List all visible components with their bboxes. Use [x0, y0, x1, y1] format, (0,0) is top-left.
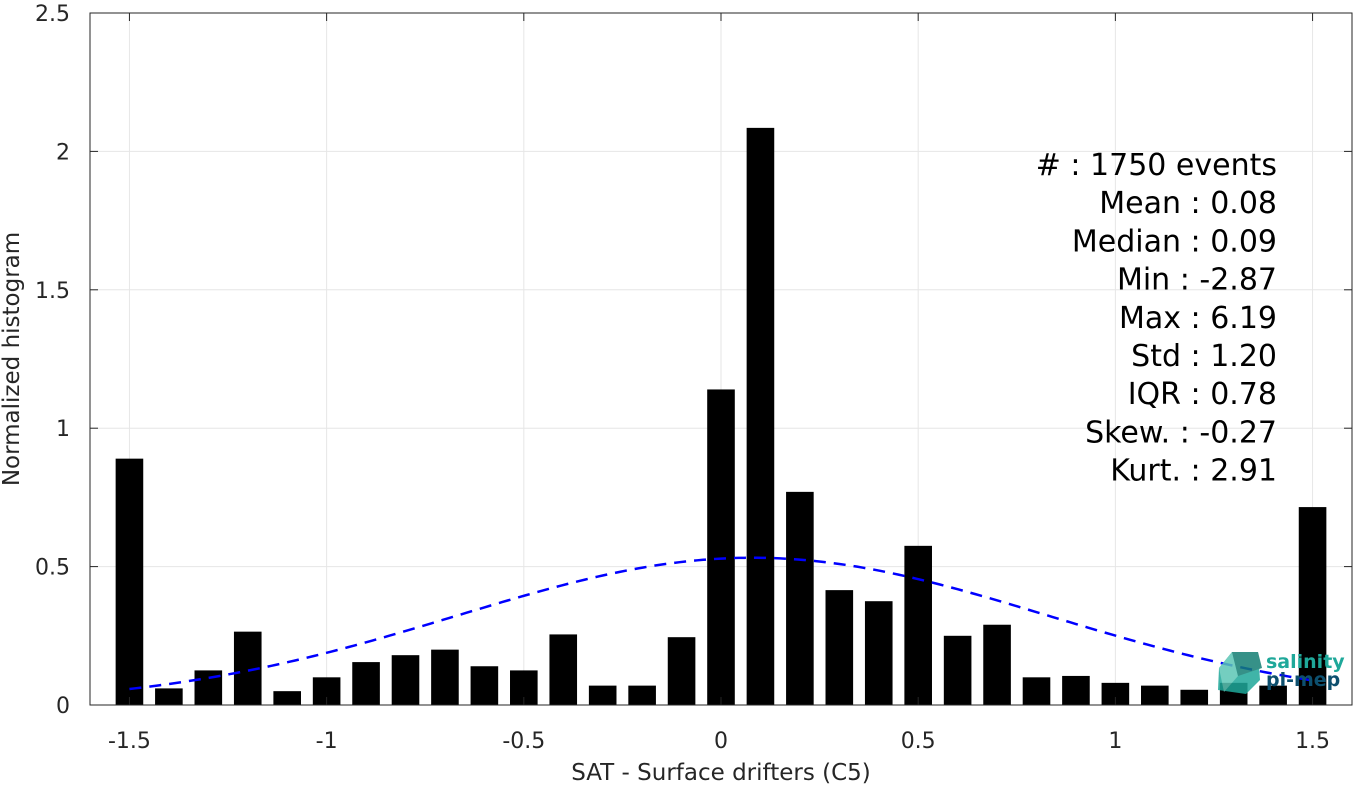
histogram-bar	[746, 127, 775, 705]
y-tick-label: 2.5	[35, 2, 70, 27]
histogram-bar	[904, 545, 932, 705]
stats-line: Mean : 0.08	[1099, 186, 1277, 221]
histogram-bar	[470, 666, 499, 705]
stats-line: # : 1750 events	[1036, 148, 1277, 183]
x-tick-label: 1.5	[1295, 729, 1330, 754]
y-tick-label: 1	[56, 417, 70, 442]
x-tick-label: 1	[1108, 729, 1122, 754]
y-tick-label: 0.5	[35, 556, 70, 581]
stats-line: Median : 0.09	[1072, 224, 1277, 259]
histogram-bar	[588, 685, 617, 705]
histogram-bar	[549, 634, 578, 705]
y-axis-title: Normalized histogram	[0, 232, 25, 486]
bars	[115, 127, 1327, 705]
histogram-bar	[628, 685, 656, 705]
histogram-bar	[1298, 507, 1327, 705]
logo-text-pimep: pi-mep	[1266, 669, 1340, 691]
y-axis-ticks: 0 0.5 1 1.5 2 2.5	[35, 2, 1352, 719]
histogram-bar	[1180, 689, 1209, 705]
histogram-bar	[943, 635, 972, 705]
histogram-bar	[1259, 685, 1287, 705]
y-tick-label: 0	[56, 694, 70, 719]
x-tick-label: 0.5	[901, 729, 936, 754]
logo-text-salinity: salinity	[1266, 651, 1345, 673]
stats-line: Std : 1.20	[1131, 339, 1277, 374]
x-tick-label: 0	[714, 729, 728, 754]
x-axis-title: SAT - Surface drifters (C5)	[571, 760, 871, 785]
stats-line: Skew. : -0.27	[1085, 415, 1277, 450]
salinity-pimep-logo: salinity pi-mep	[1218, 651, 1345, 694]
histogram-bar	[115, 458, 144, 705]
x-tick-label: -0.5	[502, 729, 545, 754]
histogram-bar	[825, 590, 854, 705]
y-tick-label: 2	[56, 140, 70, 165]
stats-line: Min : -2.87	[1117, 263, 1277, 298]
x-axis-ticks: -1.5 -1 -0.5 0 0.5 1 1.5	[108, 13, 1330, 754]
histogram-bar	[667, 637, 696, 705]
histogram-bar	[155, 688, 183, 705]
histogram-bar	[1101, 682, 1130, 705]
y-tick-label: 1.5	[35, 279, 70, 304]
histogram-bar	[786, 491, 814, 705]
stats-line: Max : 6.19	[1119, 301, 1277, 336]
logo-mark	[1218, 652, 1262, 694]
histogram-bar	[983, 624, 1011, 705]
histogram-bar	[1141, 685, 1169, 705]
normal-fit-curve	[129, 556, 1313, 691]
histogram-bar	[864, 601, 893, 705]
histogram-bar	[1022, 677, 1051, 705]
x-tick-label: -1	[316, 729, 338, 754]
histogram-bar	[391, 655, 420, 705]
histogram-bar	[273, 691, 301, 705]
histogram-bar	[431, 649, 459, 705]
histogram-bar	[707, 389, 735, 705]
histogram-bar	[352, 662, 380, 705]
stats-line: Kurt. : 2.91	[1110, 454, 1277, 489]
histogram-bar	[1062, 675, 1090, 705]
stats-line: IQR : 0.78	[1128, 377, 1277, 412]
x-tick-label: -1.5	[108, 729, 151, 754]
